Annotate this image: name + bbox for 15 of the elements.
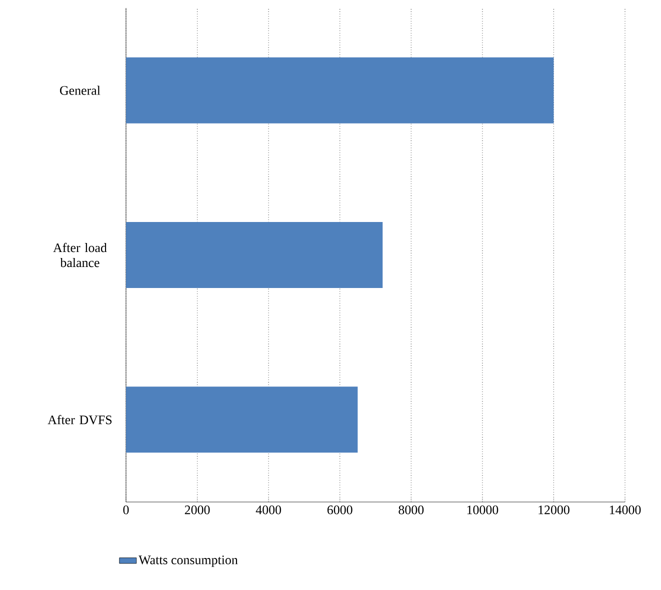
x-tick-label: 8000 [398,506,424,514]
x-tick-label: 6000 [327,506,352,514]
y-tick-label: General [60,86,100,95]
bar [126,222,383,288]
x-tick-label: 0 [123,506,129,514]
x-tick-label: 14000 [610,506,641,514]
legend-label: Watts consumption [138,556,238,567]
x-tick-label: 10000 [467,506,498,514]
bar [126,57,554,124]
x-tick-label: 4000 [256,506,282,514]
y-tick-label: After load balance [53,242,107,268]
x-tick-label: 12000 [538,506,570,514]
y-tick-label: After DVFS [48,415,112,424]
bar [126,386,358,453]
x-tick-label: 2000 [184,506,210,514]
